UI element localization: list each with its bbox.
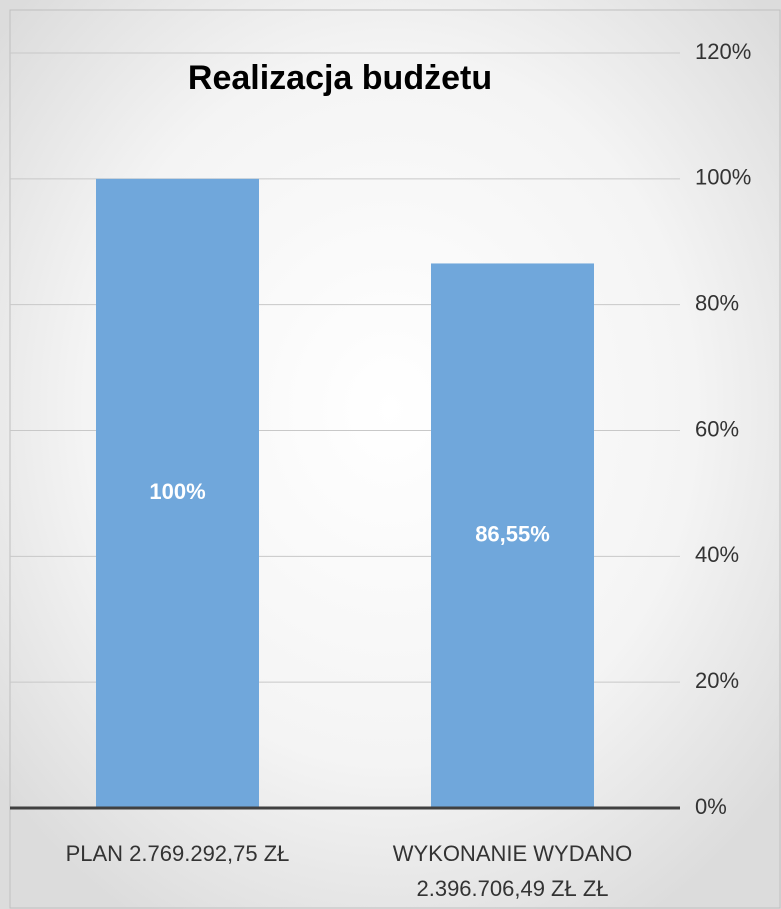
y-tick-label: 40% xyxy=(695,542,739,567)
x-tick-label: WYKONANIE WYDANO 2.396.706,49 ZŁ ZŁ xyxy=(392,841,633,901)
data-label: 86,55% xyxy=(475,522,550,547)
x-tick-label: PLAN 2.769.292,75 ZŁ xyxy=(65,841,290,866)
y-tick-label: 80% xyxy=(695,290,739,315)
y-tick-label: 60% xyxy=(695,416,739,441)
bar xyxy=(431,263,594,808)
data-label: 100% xyxy=(149,479,205,504)
chart-border xyxy=(9,9,781,909)
y-tick-label: 20% xyxy=(695,668,739,693)
y-tick-label: 100% xyxy=(695,165,751,190)
bar xyxy=(96,178,259,809)
chart-title: Realizacja budżetu xyxy=(188,59,492,97)
y-tick-label: 0% xyxy=(695,794,727,819)
y-tick-label: 120% xyxy=(695,39,751,64)
